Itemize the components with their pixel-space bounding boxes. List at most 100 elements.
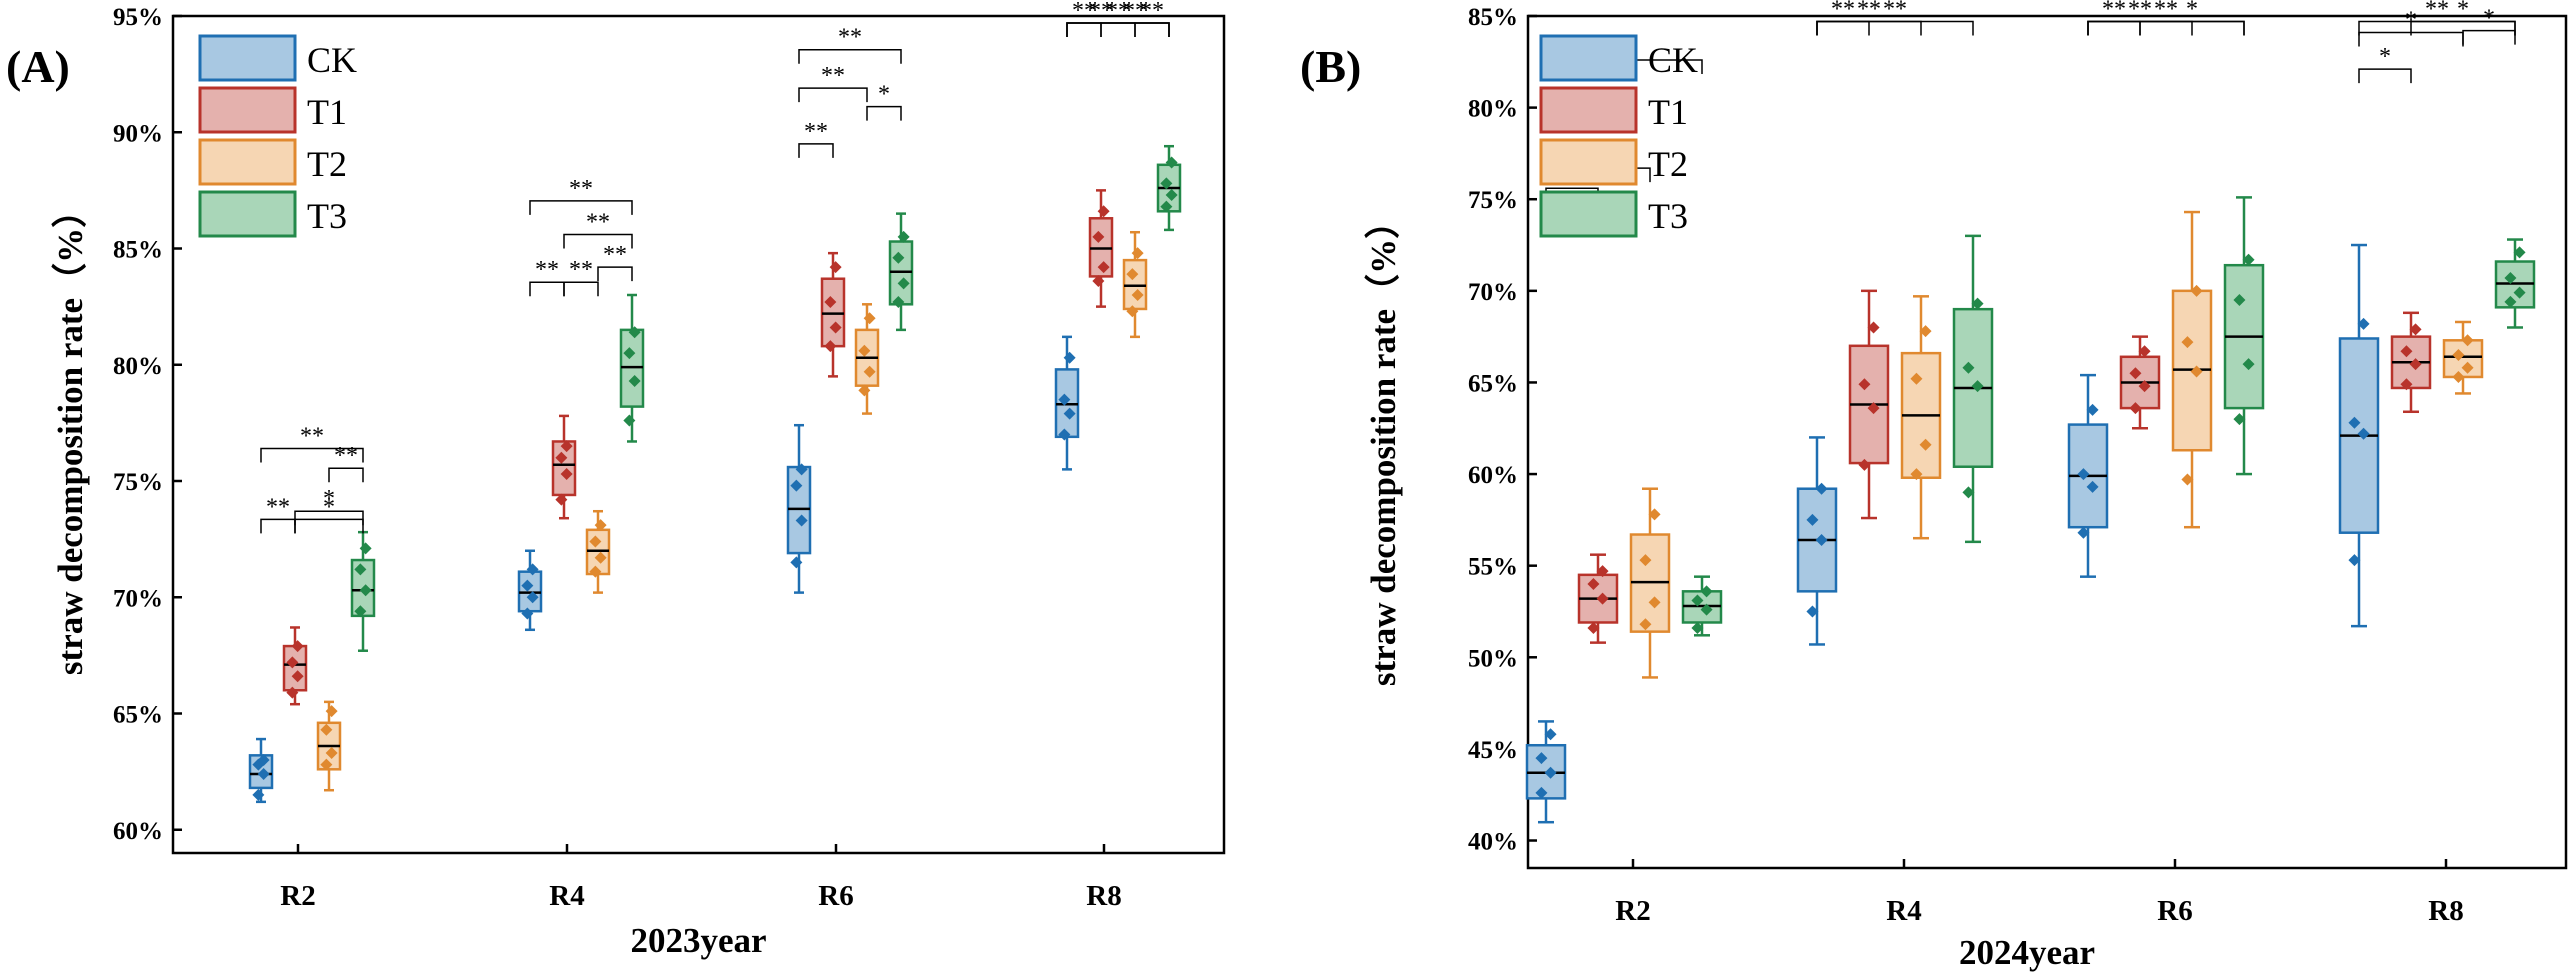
significance-label: *: [2379, 44, 2391, 70]
significance-bracket: **: [1066, 0, 1170, 37]
data-point: [795, 463, 808, 476]
data-point: [2400, 378, 2413, 391]
panel-a-y-axis-title: straw decomposition rate（%）: [51, 193, 90, 675]
data-point: [1160, 177, 1173, 190]
data-point: [594, 551, 607, 564]
data-point: [1587, 578, 1600, 590]
significance-label: **: [266, 494, 290, 520]
data-point: [1165, 189, 1178, 202]
data-point: [1639, 554, 1652, 567]
legend-item-t3: T3: [1539, 190, 1688, 238]
panel-b-axes-frame: [1526, 14, 2568, 870]
legend-swatch: [1539, 34, 1638, 82]
significance-label: **: [821, 63, 845, 89]
data-point: [2129, 402, 2142, 415]
y-tick-label: 85%: [1468, 4, 1518, 31]
data-point: [1919, 325, 1932, 338]
bracket-line: [294, 518, 364, 534]
data-point: [2233, 413, 2246, 426]
data-point: [1131, 289, 1144, 301]
y-tick-label: 90%: [113, 120, 163, 147]
legend-swatch: [198, 86, 297, 134]
significance-bracket: **: [798, 25, 902, 64]
data-point: [795, 514, 808, 527]
bracket-line: [597, 266, 633, 282]
significance-label: **: [1089, 0, 1113, 24]
significance-label: **: [569, 176, 593, 202]
data-point: [286, 656, 299, 669]
data-point: [628, 326, 641, 339]
y-tick-label: 65%: [1468, 370, 1518, 397]
significance-label: **: [569, 257, 593, 283]
data-point: [1806, 513, 1819, 526]
y-tick-label: 60%: [113, 818, 163, 845]
data-point: [1063, 407, 1076, 420]
panel-b-data: *************************: [1525, 0, 2536, 824]
data-point: [1131, 247, 1144, 260]
data-point: [623, 347, 636, 360]
panel-b-legend: CK T1 T2 T3: [1539, 34, 1698, 238]
data-point: [320, 723, 333, 736]
data-point: [892, 295, 905, 308]
significance-label: **: [2425, 0, 2449, 22]
data-point: [2452, 370, 2465, 383]
y-tick-label: 65%: [113, 702, 163, 729]
y-tick-label: 70%: [113, 585, 163, 612]
bracket-line: [2462, 29, 2516, 45]
significance-label: **: [334, 443, 358, 469]
data-point: [1535, 752, 1548, 765]
significance-bracket: *: [2358, 44, 2412, 84]
significance-bracket: **: [563, 210, 633, 249]
data-point: [1126, 305, 1139, 318]
data-point: [2077, 468, 2090, 481]
bracket-line: [2087, 20, 2141, 36]
bracket-line: [529, 200, 633, 215]
data-point: [1587, 621, 1600, 634]
data-point: [252, 788, 265, 801]
data-point: [2190, 365, 2203, 378]
bracket-line: [1816, 20, 1870, 36]
data-point: [1535, 786, 1548, 799]
y-tick-label: 55%: [1468, 554, 1518, 581]
box-group-r2: ******: [1525, 35, 1723, 824]
significance-bracket: *: [866, 82, 902, 121]
x-tick-label: R2: [1615, 895, 1650, 927]
data-point: [521, 579, 534, 592]
significance-bracket: *: [294, 486, 364, 526]
data-point: [2242, 253, 2255, 266]
data-point: [2409, 323, 2422, 336]
box-t2: [2442, 339, 2484, 379]
data-point: [2086, 403, 2099, 416]
data-point: [1867, 402, 1880, 415]
significance-bracket: *: [2462, 6, 2516, 45]
y-tick-label: 95%: [113, 4, 163, 31]
data-point: [1919, 438, 1932, 451]
significance-bracket: **: [529, 257, 565, 297]
x-tick-label: R4: [549, 880, 584, 912]
data-point: [257, 754, 270, 766]
data-point: [1126, 268, 1139, 281]
bracket-line: [1066, 22, 1102, 37]
data-point: [1097, 205, 1110, 218]
box-group-r6: *******: [786, 25, 914, 594]
data-point: [2461, 361, 2474, 374]
significance-label: *: [323, 486, 335, 512]
legend-item-ck: CK: [1539, 34, 1698, 82]
data-point: [2242, 358, 2255, 371]
significance-label: **: [838, 25, 862, 51]
x-tick-label: R4: [1886, 895, 1921, 927]
significance-bracket: *: [294, 494, 364, 534]
data-point: [354, 563, 367, 576]
data-point: [291, 670, 304, 683]
data-point: [2452, 348, 2465, 361]
data-point: [1165, 156, 1178, 169]
data-point: [858, 384, 871, 397]
y-tick-label: 40%: [1468, 829, 1518, 856]
panel-a: 60%65%70%75%80%85%90%95% R2 R4 R6 R8 ** ****…: [51, 0, 1226, 960]
significance-label: **: [603, 242, 627, 268]
legend-label: T2: [307, 144, 347, 184]
data-point: [1962, 486, 1975, 499]
data-point: [2348, 416, 2361, 429]
data-point: [1910, 468, 1923, 481]
legend-label: T1: [307, 92, 347, 132]
